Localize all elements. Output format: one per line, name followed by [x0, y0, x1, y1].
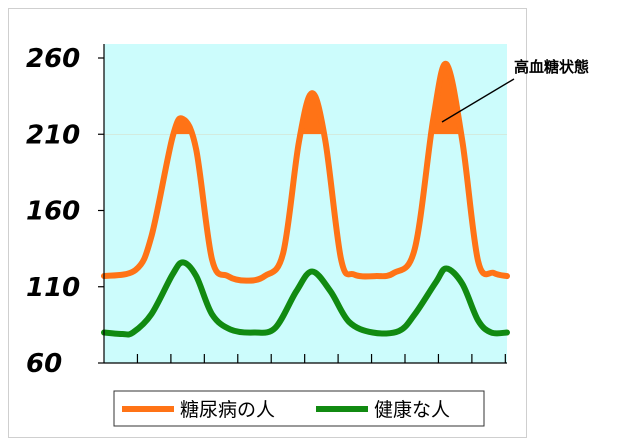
annotation-pointer — [441, 78, 515, 123]
legend-box — [113, 390, 485, 427]
legend: 糖尿病の人 健康な人 — [113, 390, 485, 427]
y-tick-label: 210 — [26, 120, 80, 150]
legend-label-diabetic: 糖尿病の人 — [180, 399, 275, 421]
series-line-healthy — [101, 259, 510, 338]
legend-label-healthy: 健康な人 — [374, 399, 450, 421]
y-tick-label: 160 — [26, 197, 80, 227]
y-tick-label: 110 — [26, 273, 80, 303]
y-tick-label: 60 — [26, 349, 62, 379]
series-line-diabetic — [101, 61, 510, 284]
y-tick-label: 260 — [26, 44, 80, 74]
annotation-high-glucose: 高血糖状態 — [514, 58, 589, 76]
